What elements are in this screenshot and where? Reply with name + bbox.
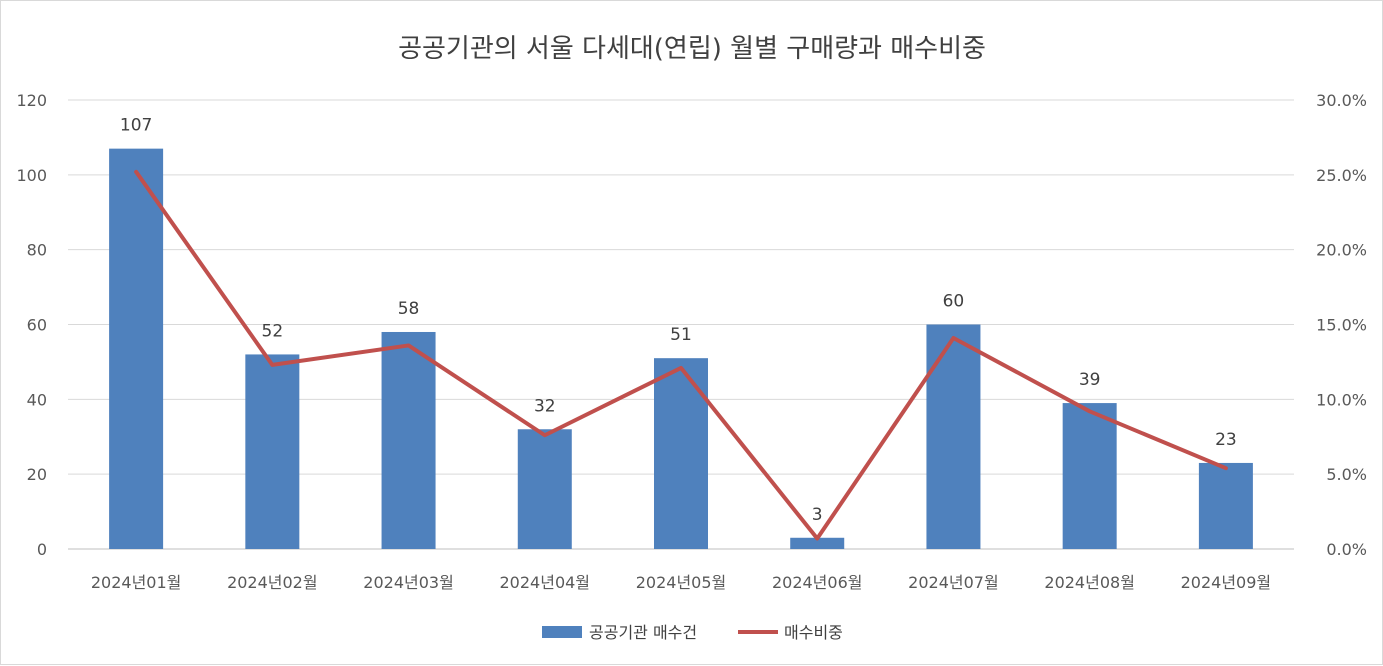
bar [245, 354, 300, 549]
right-axis-tick-label: 30.0% [1316, 91, 1367, 110]
right-axis-tick-label: 15.0% [1316, 316, 1367, 335]
bar [926, 324, 981, 549]
data-label: 32 [534, 396, 556, 416]
legend: 공공기관 매수건 매수비중 [542, 623, 843, 642]
left-axis-tick-label: 40 [27, 390, 47, 409]
data-label: 23 [1215, 430, 1237, 450]
left-axis-tick-label: 100 [16, 166, 47, 185]
legend-line-label: 매수비중 [784, 623, 843, 642]
bar-series [109, 148, 1253, 549]
x-axis-tick-label: 2024년04월 [500, 573, 591, 592]
legend-bar-swatch [542, 626, 582, 638]
x-axis-tick-label: 2024년06월 [772, 573, 863, 592]
bar [790, 537, 845, 549]
legend-bar-label: 공공기관 매수건 [589, 623, 697, 642]
x-axis-tick-label: 2024년08월 [1044, 573, 1135, 592]
left-axis-tick-label: 80 [27, 241, 47, 260]
data-label: 51 [670, 325, 692, 345]
data-label: 107 [120, 116, 152, 136]
data-label: 60 [943, 292, 965, 312]
data-label: 52 [262, 321, 284, 341]
right-axis-ticks: 0.0% 5.0% 10.0% 15.0% 20.0% 25.0% 30.0% [1316, 91, 1367, 559]
data-label: 58 [398, 299, 420, 319]
left-axis-tick-label: 60 [27, 316, 47, 335]
x-axis-tick-label: 2024년07월 [908, 573, 999, 592]
bar [109, 148, 164, 549]
bar [1062, 403, 1117, 549]
x-axis-tick-label: 2024년02월 [227, 573, 318, 592]
left-axis-ticks: 0 20 40 60 80 100 120 [16, 91, 47, 559]
x-axis-tick-label: 2024년09월 [1181, 573, 1272, 592]
x-axis-tick-label: 2024년01월 [91, 573, 182, 592]
right-axis-tick-label: 20.0% [1316, 241, 1367, 260]
bar [654, 358, 708, 549]
bar [517, 429, 572, 549]
right-axis-tick-label: 25.0% [1316, 166, 1367, 185]
data-label: 39 [1079, 370, 1101, 390]
data-label: 3 [812, 505, 823, 525]
x-axis-tick-label: 2024년03월 [363, 573, 454, 592]
right-axis-tick-label: 0.0% [1326, 540, 1367, 559]
left-axis-tick-label: 0 [37, 540, 47, 559]
x-axis-tick-label: 2024년05월 [636, 573, 727, 592]
left-axis-tick-label: 20 [27, 465, 47, 484]
line-path [134, 169, 1228, 541]
line-series [134, 169, 1228, 541]
left-axis-tick-label: 120 [16, 91, 47, 110]
chart-title: 공공기관의 서울 다세대(연립) 월별 구매량과 매수비중 [398, 34, 986, 64]
data-labels: 107 52 58 32 51 3 60 39 23 [120, 116, 1237, 525]
right-axis-tick-label: 10.0% [1316, 390, 1367, 409]
bar [381, 331, 436, 549]
right-axis-tick-label: 5.0% [1326, 465, 1367, 484]
x-axis-ticks: 2024년01월 2024년02월 2024년03월 2024년04월 2024년05월… [91, 573, 1271, 592]
bar [1198, 462, 1253, 549]
